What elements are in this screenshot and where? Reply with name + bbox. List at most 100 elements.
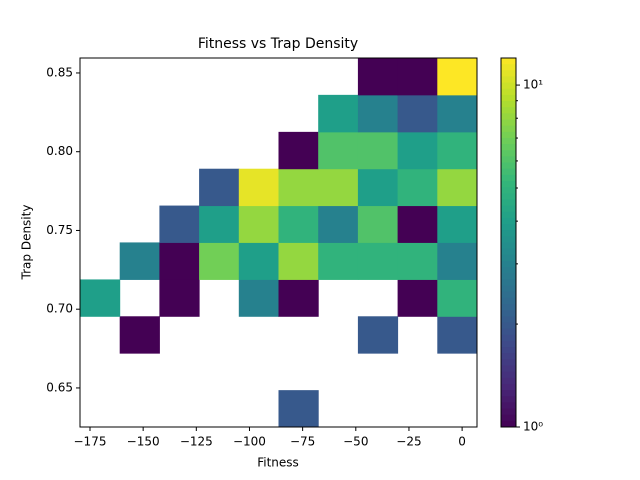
heat-cell [397, 205, 438, 243]
colorbar-segment [501, 347, 516, 354]
colorbar-segment [501, 279, 516, 287]
colorbar-segment [501, 414, 516, 422]
heat-cell [397, 168, 438, 207]
colorbar-segment [501, 260, 516, 268]
colorbar-segment [501, 297, 516, 305]
heat-cell [318, 242, 359, 280]
x-tick-label: −125 [180, 435, 213, 449]
colorbar-segment [501, 273, 516, 280]
heat-cell [357, 168, 399, 207]
heat-cell [318, 94, 359, 133]
y-tick-label: 0.70 [46, 302, 73, 316]
colorbar-segment [501, 248, 516, 256]
colorbar-segment [501, 254, 516, 262]
colorbar-segment [501, 316, 516, 323]
colorbar-segment [501, 365, 516, 373]
colorbar-segment [501, 390, 516, 397]
plot-frame [79, 57, 478, 428]
heat-cell [437, 279, 478, 317]
colorbar-segment [501, 125, 516, 133]
heat-cell [159, 205, 200, 243]
heat-cell [437, 316, 478, 354]
colorbar-segment [501, 168, 516, 176]
colorbar-segment [501, 236, 516, 243]
colorbar-segment [501, 199, 516, 207]
x-tick-label: −50 [343, 435, 368, 449]
colorbar-segment [501, 107, 516, 114]
heat-cell [357, 131, 399, 170]
heat-cell [437, 205, 478, 243]
heat-cell [80, 279, 121, 317]
y-tick-label: 0.75 [46, 223, 73, 237]
colorbar-segment [501, 396, 516, 403]
colorbar-segment [501, 371, 516, 379]
colorbar-segment [501, 58, 516, 65]
heat-cell [397, 279, 438, 317]
colorbar-segment [501, 217, 516, 225]
colorbar-segment [501, 70, 516, 77]
heat-cell [437, 168, 478, 207]
heat-cell [437, 242, 478, 280]
colorbar-segment [501, 113, 516, 120]
heat-cell [318, 168, 359, 207]
colorbar-segment [501, 82, 516, 90]
colorbar-segment [501, 131, 516, 139]
x-tick-label: −100 [233, 435, 266, 449]
heat-cell [199, 242, 240, 280]
heat-cell [357, 242, 399, 280]
y-tick-label: 0.80 [46, 144, 73, 158]
x-tick-label: −75 [290, 435, 315, 449]
colorbar-segment [501, 64, 516, 71]
colorbar-segment [501, 328, 516, 336]
colorbar-segment [501, 353, 516, 360]
y-tick-label: 0.65 [46, 380, 73, 394]
y-tick-label: 0.85 [46, 65, 73, 79]
colorbar-segment [501, 285, 516, 293]
heat-cell [397, 242, 438, 280]
colorbar-tick-label: 10¹ [523, 78, 543, 92]
heat-cell [397, 94, 438, 133]
y-axis-label: Trap Density [20, 205, 34, 281]
colorbar-segment [501, 230, 516, 237]
heat-cell [199, 205, 240, 243]
heat-cell [318, 205, 359, 243]
heat-cell [397, 58, 438, 96]
x-tick-label: −175 [74, 435, 107, 449]
colorbar-segment [501, 408, 516, 416]
colorbar-segment [501, 402, 516, 410]
colorbar-segment [501, 420, 516, 428]
chart-title: Fitness vs Trap Density [198, 36, 358, 52]
heat-cell [357, 205, 399, 243]
heat-cell [278, 131, 319, 170]
colorbar-segment [501, 224, 516, 231]
heat-cell [278, 242, 319, 280]
heat-cell [357, 58, 399, 96]
x-axis-label: Fitness [257, 456, 299, 470]
colorbar-segment [501, 137, 516, 145]
colorbar-segment [501, 310, 516, 317]
heat-cell [357, 316, 399, 354]
colorbar-segment [501, 156, 516, 164]
colorbar-segment [501, 304, 516, 311]
colorbar-segment [501, 150, 516, 157]
heat-cell [159, 279, 200, 317]
colorbar-segment [501, 211, 516, 219]
colorbar-segment [501, 162, 516, 170]
x-tick-label: 0 [458, 435, 466, 449]
heat-cell [278, 168, 319, 207]
heat-cell [238, 242, 279, 280]
colorbar-segment [501, 174, 516, 182]
colorbar-tick-label: 10⁰ [523, 420, 543, 434]
colorbar-segment [501, 181, 516, 188]
heat-cell [238, 279, 279, 317]
colorbar-segment [501, 291, 516, 299]
colorbar-segment [501, 383, 516, 391]
heat-cell [437, 131, 478, 170]
colorbar-segment [501, 193, 516, 200]
colorbar-segment [501, 322, 516, 330]
colorbar-segment [501, 94, 516, 102]
colorbar-segment [501, 187, 516, 194]
heat-cell [159, 242, 200, 280]
heat-cell [119, 316, 160, 354]
heat-cell [437, 94, 478, 133]
